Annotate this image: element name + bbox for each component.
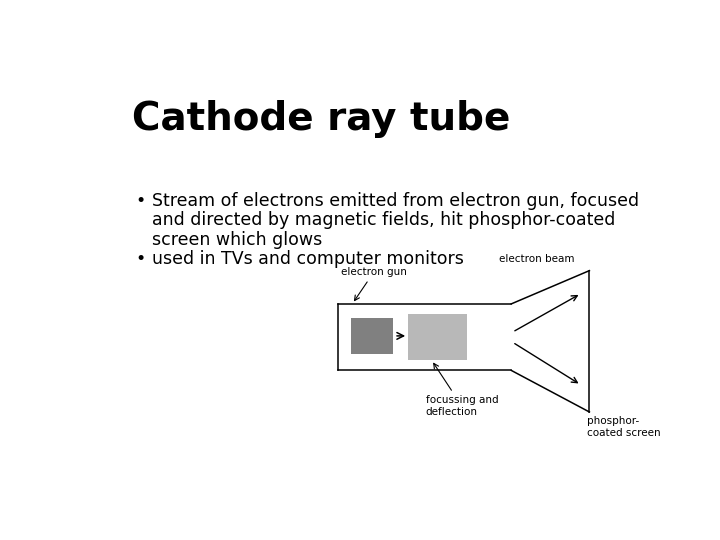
Text: and directed by magnetic fields, hit phosphor-coated: and directed by magnetic fields, hit pho… (153, 211, 616, 229)
Text: electron gun: electron gun (341, 267, 407, 301)
Bar (408, 314, 467, 360)
Text: Cathode ray tube: Cathode ray tube (132, 100, 510, 138)
Text: phosphor-
coated screen: phosphor- coated screen (587, 416, 660, 438)
Text: screen which glows: screen which glows (153, 231, 323, 249)
Text: used in TVs and computer monitors: used in TVs and computer monitors (153, 250, 464, 268)
Bar (351, 319, 393, 354)
Text: •: • (136, 192, 146, 210)
Text: focussing and
deflection: focussing and deflection (426, 363, 498, 417)
Text: •: • (136, 250, 146, 268)
Text: Stream of electrons emitted from electron gun, focused: Stream of electrons emitted from electro… (153, 192, 639, 210)
Text: electron beam: electron beam (499, 254, 574, 265)
